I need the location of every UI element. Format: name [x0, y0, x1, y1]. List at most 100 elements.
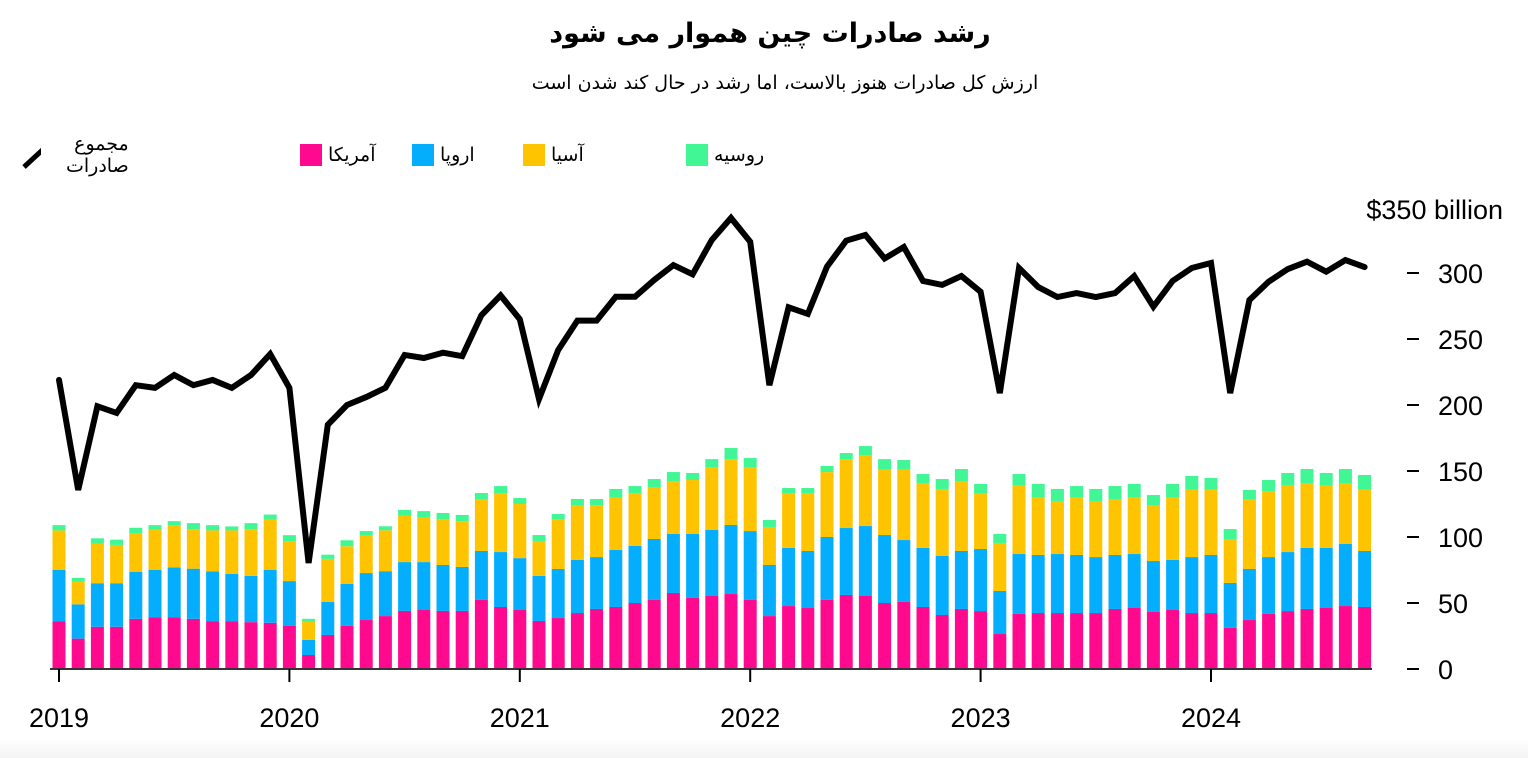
bar-asia	[244, 529, 258, 576]
bar-russia	[1146, 495, 1160, 506]
bar-europe	[609, 549, 623, 607]
bar-russia	[1223, 529, 1237, 539]
x-tick-label: 2024	[1181, 703, 1241, 733]
bar-america	[398, 610, 412, 669]
bar-europe	[206, 571, 220, 622]
bar-america	[897, 601, 911, 669]
bar-asia	[1146, 505, 1160, 562]
legend-item-europe: اروپا	[412, 140, 475, 170]
bar-asia	[1223, 538, 1237, 583]
bar-america	[1146, 611, 1160, 669]
bar-europe	[820, 537, 834, 600]
bar-russia	[417, 511, 431, 518]
bar-russia	[282, 535, 296, 542]
bar-asia	[110, 544, 124, 584]
bar-russia	[1070, 486, 1084, 498]
bar-europe	[1204, 554, 1218, 614]
bar-europe	[398, 562, 412, 611]
bar-asia	[762, 526, 776, 565]
bar-russia	[302, 618, 316, 622]
bar-europe	[570, 559, 584, 614]
bar-america	[801, 608, 815, 669]
bar-europe	[954, 550, 968, 609]
bar-russia	[1262, 479, 1276, 492]
bar-america	[916, 606, 930, 669]
bar-asia	[878, 469, 892, 536]
bar-asia	[647, 486, 661, 539]
bar-america	[1012, 613, 1026, 669]
bar-russia	[167, 521, 181, 526]
bar-europe	[263, 570, 277, 623]
bar-america	[1070, 613, 1084, 669]
bar-europe	[378, 571, 392, 617]
bar-russia	[513, 498, 527, 504]
bar-asia	[1281, 484, 1295, 553]
bar-america	[570, 613, 584, 669]
bar-america	[129, 618, 143, 669]
bar-america	[378, 616, 392, 669]
bar-europe	[801, 550, 815, 609]
bar-europe	[1127, 554, 1141, 608]
bar-europe	[762, 564, 776, 617]
bar-america	[110, 626, 124, 669]
bar-asia	[1262, 491, 1276, 558]
bar-america	[321, 634, 335, 669]
bar-europe	[302, 639, 316, 656]
bar-america	[1242, 620, 1256, 669]
bar-america	[935, 615, 949, 669]
bar-america	[52, 621, 66, 669]
bar-europe	[878, 535, 892, 603]
bar-asia	[129, 533, 143, 572]
y-tick-label: 150	[1438, 457, 1483, 487]
bar-europe	[225, 573, 239, 622]
bar-asia	[455, 521, 469, 567]
bar-russia	[724, 448, 738, 460]
bar-asia	[398, 515, 412, 563]
bar-russia	[532, 535, 546, 541]
bar-america	[878, 603, 892, 669]
legend-item-russia: روسیه	[686, 140, 764, 170]
bar-asia	[935, 488, 949, 557]
bar-america	[1262, 613, 1276, 669]
bar-america	[762, 616, 776, 669]
bar-europe	[724, 524, 738, 595]
bar-europe	[167, 567, 181, 618]
bar-asia	[590, 505, 604, 558]
bar-europe	[1050, 554, 1064, 614]
bar-europe	[974, 549, 988, 612]
chart-subtitle: ارزش کل صادرات هنوز بالاست، اما رشد در ح…	[531, 72, 1039, 94]
bar-asia	[148, 529, 162, 570]
bar-russia	[897, 460, 911, 470]
bar-europe	[647, 538, 661, 600]
x-tick-label: 2022	[720, 703, 780, 733]
bar-america	[1108, 608, 1122, 669]
bar-europe	[1319, 547, 1333, 608]
bar-america	[686, 597, 700, 669]
bar-europe	[1031, 554, 1045, 614]
bar-asia	[474, 498, 488, 551]
bar-asia	[321, 558, 335, 602]
bar-russia	[839, 453, 853, 460]
bar-asia	[340, 546, 354, 584]
bar-asia	[801, 493, 815, 551]
bar-russia	[666, 472, 680, 482]
bar-asia	[782, 493, 796, 548]
bar-asia	[820, 472, 834, 537]
bar-russia	[1012, 474, 1026, 485]
europe-swatch-icon	[412, 144, 434, 166]
bar-europe	[1223, 582, 1237, 628]
bar-russia	[206, 525, 220, 531]
bar-europe	[436, 564, 450, 611]
bar-europe	[628, 545, 642, 603]
legend-label-america: آمریکا	[328, 144, 376, 166]
bar-america	[551, 618, 565, 669]
bar-america	[1185, 613, 1199, 669]
bar-europe	[52, 570, 66, 622]
bar-america	[186, 618, 200, 669]
bar-europe	[340, 583, 354, 626]
bar-america	[666, 592, 680, 669]
bar-america	[494, 606, 508, 669]
bar-asia	[1012, 484, 1026, 555]
bar-america	[628, 603, 642, 669]
bar-america	[148, 617, 162, 669]
